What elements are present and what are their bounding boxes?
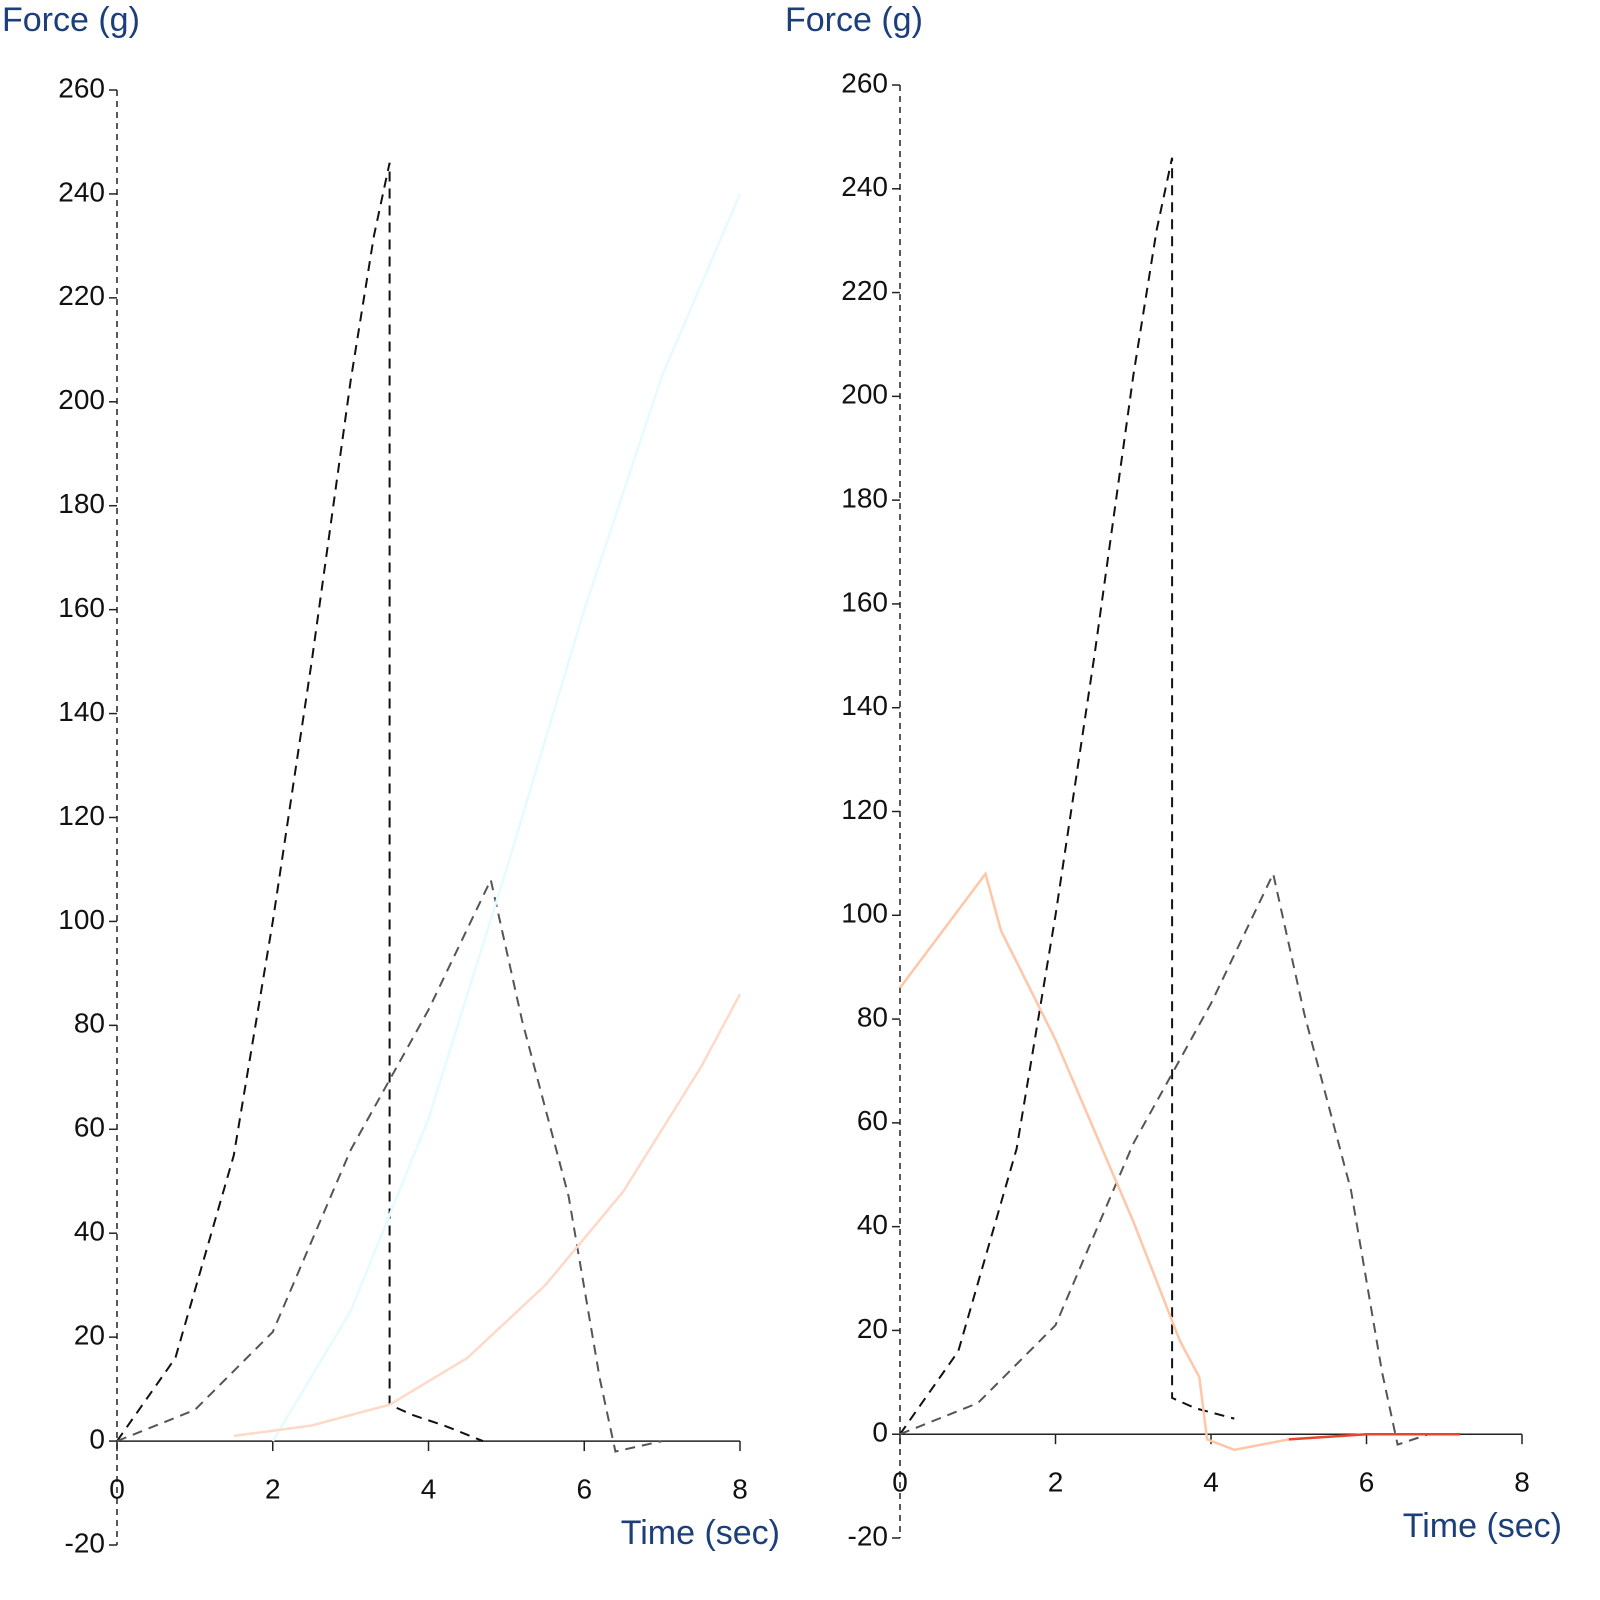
plot: -200204060801001201401601802002202402600… xyxy=(2,1,780,1558)
x-tick-label: 2 xyxy=(265,1473,281,1504)
y-axis-title: Force (g) xyxy=(2,1,140,39)
y-tick-label: 40 xyxy=(857,1209,888,1240)
y-tick-label: 120 xyxy=(841,794,888,825)
y-tick-label: 200 xyxy=(841,379,888,410)
x-tick-label: 6 xyxy=(576,1473,592,1504)
y-tick-label: 80 xyxy=(74,1008,105,1039)
y-tick-label: 20 xyxy=(857,1313,888,1344)
y-tick-label: -20 xyxy=(65,1527,105,1558)
y-tick-label: 60 xyxy=(74,1112,105,1143)
x-tick-label: 2 xyxy=(1048,1467,1064,1498)
y-tick-label: 220 xyxy=(841,275,888,306)
y-tick-label: 100 xyxy=(841,898,888,929)
y-tick-label: 40 xyxy=(74,1216,105,1247)
y-tick-label: 60 xyxy=(857,1105,888,1136)
line-series xyxy=(898,871,1290,1452)
y-tick-label: 80 xyxy=(857,1001,888,1032)
line-series xyxy=(233,993,742,1438)
y-tick-label: 180 xyxy=(58,488,105,519)
plot: -200204060801001201401601802002202402600… xyxy=(785,1,1562,1551)
y-tick-label: 260 xyxy=(58,72,105,103)
line-series xyxy=(1288,1432,1460,1441)
y-tick-label: 140 xyxy=(58,696,105,727)
x-tick-label: 8 xyxy=(732,1473,748,1504)
x-tick-label: 4 xyxy=(1203,1467,1219,1498)
y-tick-label: 160 xyxy=(58,592,105,623)
y-tick-label: 220 xyxy=(58,280,105,311)
y-tick-label: 0 xyxy=(89,1423,105,1454)
y-tick-label: 180 xyxy=(841,483,888,514)
line-series xyxy=(116,162,484,1443)
y-tick-label: 100 xyxy=(58,904,105,935)
x-tick-label: 8 xyxy=(1514,1467,1530,1498)
y-tick-label: 20 xyxy=(74,1320,105,1351)
x-tick-label: 0 xyxy=(109,1473,125,1504)
y-tick-label: 140 xyxy=(841,690,888,721)
y-tick-label: 240 xyxy=(58,176,105,207)
line-series xyxy=(899,870,1430,1446)
y-tick-label: -20 xyxy=(848,1520,888,1551)
x-tick-label: 6 xyxy=(1359,1467,1375,1498)
y-tick-label: 120 xyxy=(58,800,105,831)
line-series xyxy=(116,876,663,1453)
y-axis-title: Force (g) xyxy=(785,1,923,39)
line-series xyxy=(271,193,742,1442)
x-tick-label: 4 xyxy=(421,1473,437,1504)
y-tick-label: 240 xyxy=(841,171,888,202)
y-tick-label: 200 xyxy=(58,384,105,415)
y-tick-label: 0 xyxy=(872,1417,888,1448)
y-tick-label: 160 xyxy=(841,586,888,617)
x-tick-label: 0 xyxy=(892,1467,908,1498)
x-axis-title: Time (sec) xyxy=(1403,1507,1562,1545)
line-series xyxy=(899,157,1235,1435)
y-tick-label: 260 xyxy=(841,67,888,98)
x-axis-title: Time (sec) xyxy=(621,1514,780,1552)
